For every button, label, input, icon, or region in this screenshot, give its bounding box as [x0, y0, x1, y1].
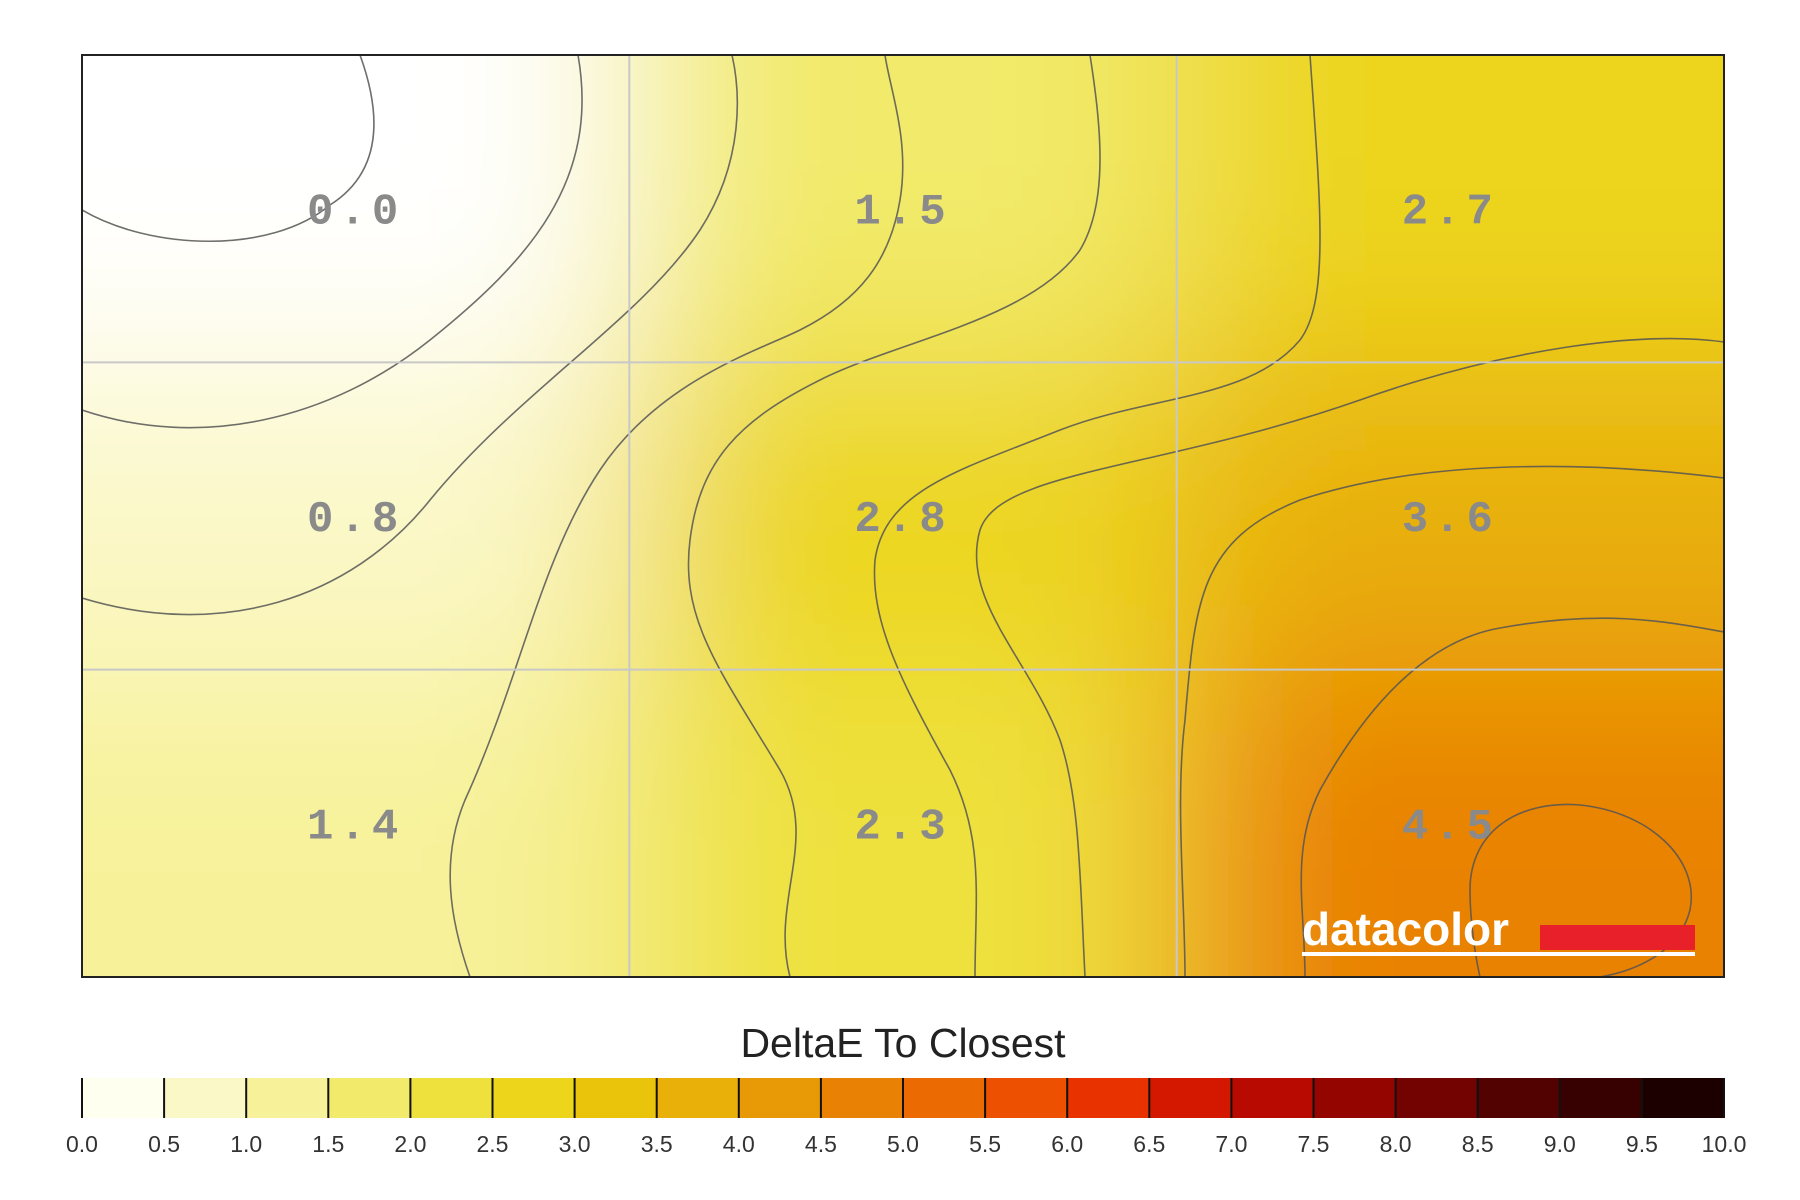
heatmap-cell [82, 669, 630, 977]
legend-tick-label: 1.5 [312, 1131, 344, 1157]
legend-swatch [738, 1078, 822, 1118]
contour-line [873, 55, 1321, 977]
contour-line [975, 337, 1724, 977]
contour-line [82, 55, 375, 242]
contour-line [687, 55, 1101, 977]
legend-tick-label: 8.5 [1462, 1131, 1494, 1157]
legend-swatch [1395, 1078, 1479, 1118]
legend-tick-label: 7.5 [1298, 1131, 1330, 1157]
heatmap-cell [629, 669, 1177, 977]
legend-tick-label: 8.0 [1380, 1131, 1412, 1157]
heatmap-cell [629, 362, 1177, 670]
legend-swatch [328, 1078, 411, 1118]
legend-swatch [1067, 1078, 1150, 1118]
legend-swatch [574, 1078, 658, 1118]
legend-tick-label: 9.5 [1626, 1131, 1658, 1157]
cell-value-label: 2.7 [1402, 188, 1499, 238]
grid-lines [82, 55, 1724, 977]
legend-swatch [985, 1078, 1068, 1118]
heatmap-cell [82, 362, 630, 670]
legend-swatch [820, 1078, 904, 1118]
cell-value-label: 4.5 [1402, 802, 1499, 852]
legend-tick-label: 4.0 [723, 1131, 755, 1157]
heatmap-cell [629, 55, 1177, 363]
cell-value-label: 2.3 [854, 802, 951, 852]
color-scale-legend: DeltaE To Closest 0.0 0.5 1.0 1.5 2.0 2.5 3.0 3… [66, 1020, 1746, 1157]
legend-tick-label: 2.0 [394, 1131, 426, 1157]
legend-tick-label: 1.0 [230, 1131, 262, 1157]
legend-title: DeltaE To Closest [740, 1020, 1066, 1066]
legend-tick-label: 0.5 [148, 1131, 180, 1157]
legend-tick-label: 3.0 [559, 1131, 591, 1157]
legend-swatch [656, 1078, 740, 1118]
cell-value-label: 1.5 [854, 188, 951, 238]
cell-value-label: 2.8 [854, 495, 951, 545]
heatmap-cell [82, 55, 630, 363]
contour-line [82, 55, 583, 429]
legend-tick-label: 6.0 [1051, 1131, 1083, 1157]
cell-value-label: 0.8 [307, 495, 404, 545]
legend-swatch [1313, 1078, 1397, 1118]
legend-swatch [1231, 1078, 1315, 1118]
cell-value-label: 1.4 [307, 802, 404, 852]
legend-swatch [1477, 1078, 1561, 1118]
cell-value-label: 3.6 [1402, 495, 1499, 545]
contour-line [82, 55, 739, 616]
contour-lines [82, 55, 1724, 977]
legend-swatch [164, 1078, 247, 1118]
legend-swatches [82, 1078, 1725, 1118]
legend-tick-label: 9.0 [1544, 1131, 1576, 1157]
legend-swatch [82, 1078, 165, 1118]
legend-tick-label: 2.5 [477, 1131, 509, 1157]
logo-underline [1302, 952, 1695, 956]
logo-wordmark: datacolor [1302, 903, 1509, 955]
datacolor-logo: datacolor [1302, 903, 1695, 956]
legend-swatch [1149, 1078, 1232, 1118]
contour-line [1179, 465, 1724, 977]
legend-tick-label: 10.0 [1702, 1131, 1747, 1157]
plot-border [81, 54, 1725, 978]
legend-tick-label: 5.5 [969, 1131, 1001, 1157]
legend-tick-label: 7.0 [1215, 1131, 1247, 1157]
legend-tick-label: 4.5 [805, 1131, 837, 1157]
legend-swatch [246, 1078, 329, 1118]
logo-red-bar [1540, 925, 1695, 950]
legend-swatch [1559, 1078, 1643, 1118]
legend-tick-label: 0.0 [66, 1131, 98, 1157]
legend-swatch [492, 1078, 576, 1118]
cell-value-label: 0.0 [307, 188, 404, 238]
legend-tick-label: 5.0 [887, 1131, 919, 1157]
legend-tick-label: 6.5 [1133, 1131, 1165, 1157]
legend-ticks [81, 1078, 1725, 1118]
legend-tick-labels: 0.0 0.5 1.0 1.5 2.0 2.5 3.0 3.5 4.0 4.5 5.0 5.5 6.0 6… [66, 1131, 1746, 1157]
legend-swatch [903, 1078, 986, 1118]
legend-swatch [410, 1078, 494, 1118]
contour-line [449, 55, 904, 977]
legend-swatch [1641, 1078, 1725, 1118]
heatmap-cell [1176, 55, 1724, 363]
cell-value-labels: 0.0 1.5 2.7 0.8 2.8 3.6 1.4 2.3 4.5 [307, 188, 1499, 853]
legend-tick-label: 3.5 [641, 1131, 673, 1157]
